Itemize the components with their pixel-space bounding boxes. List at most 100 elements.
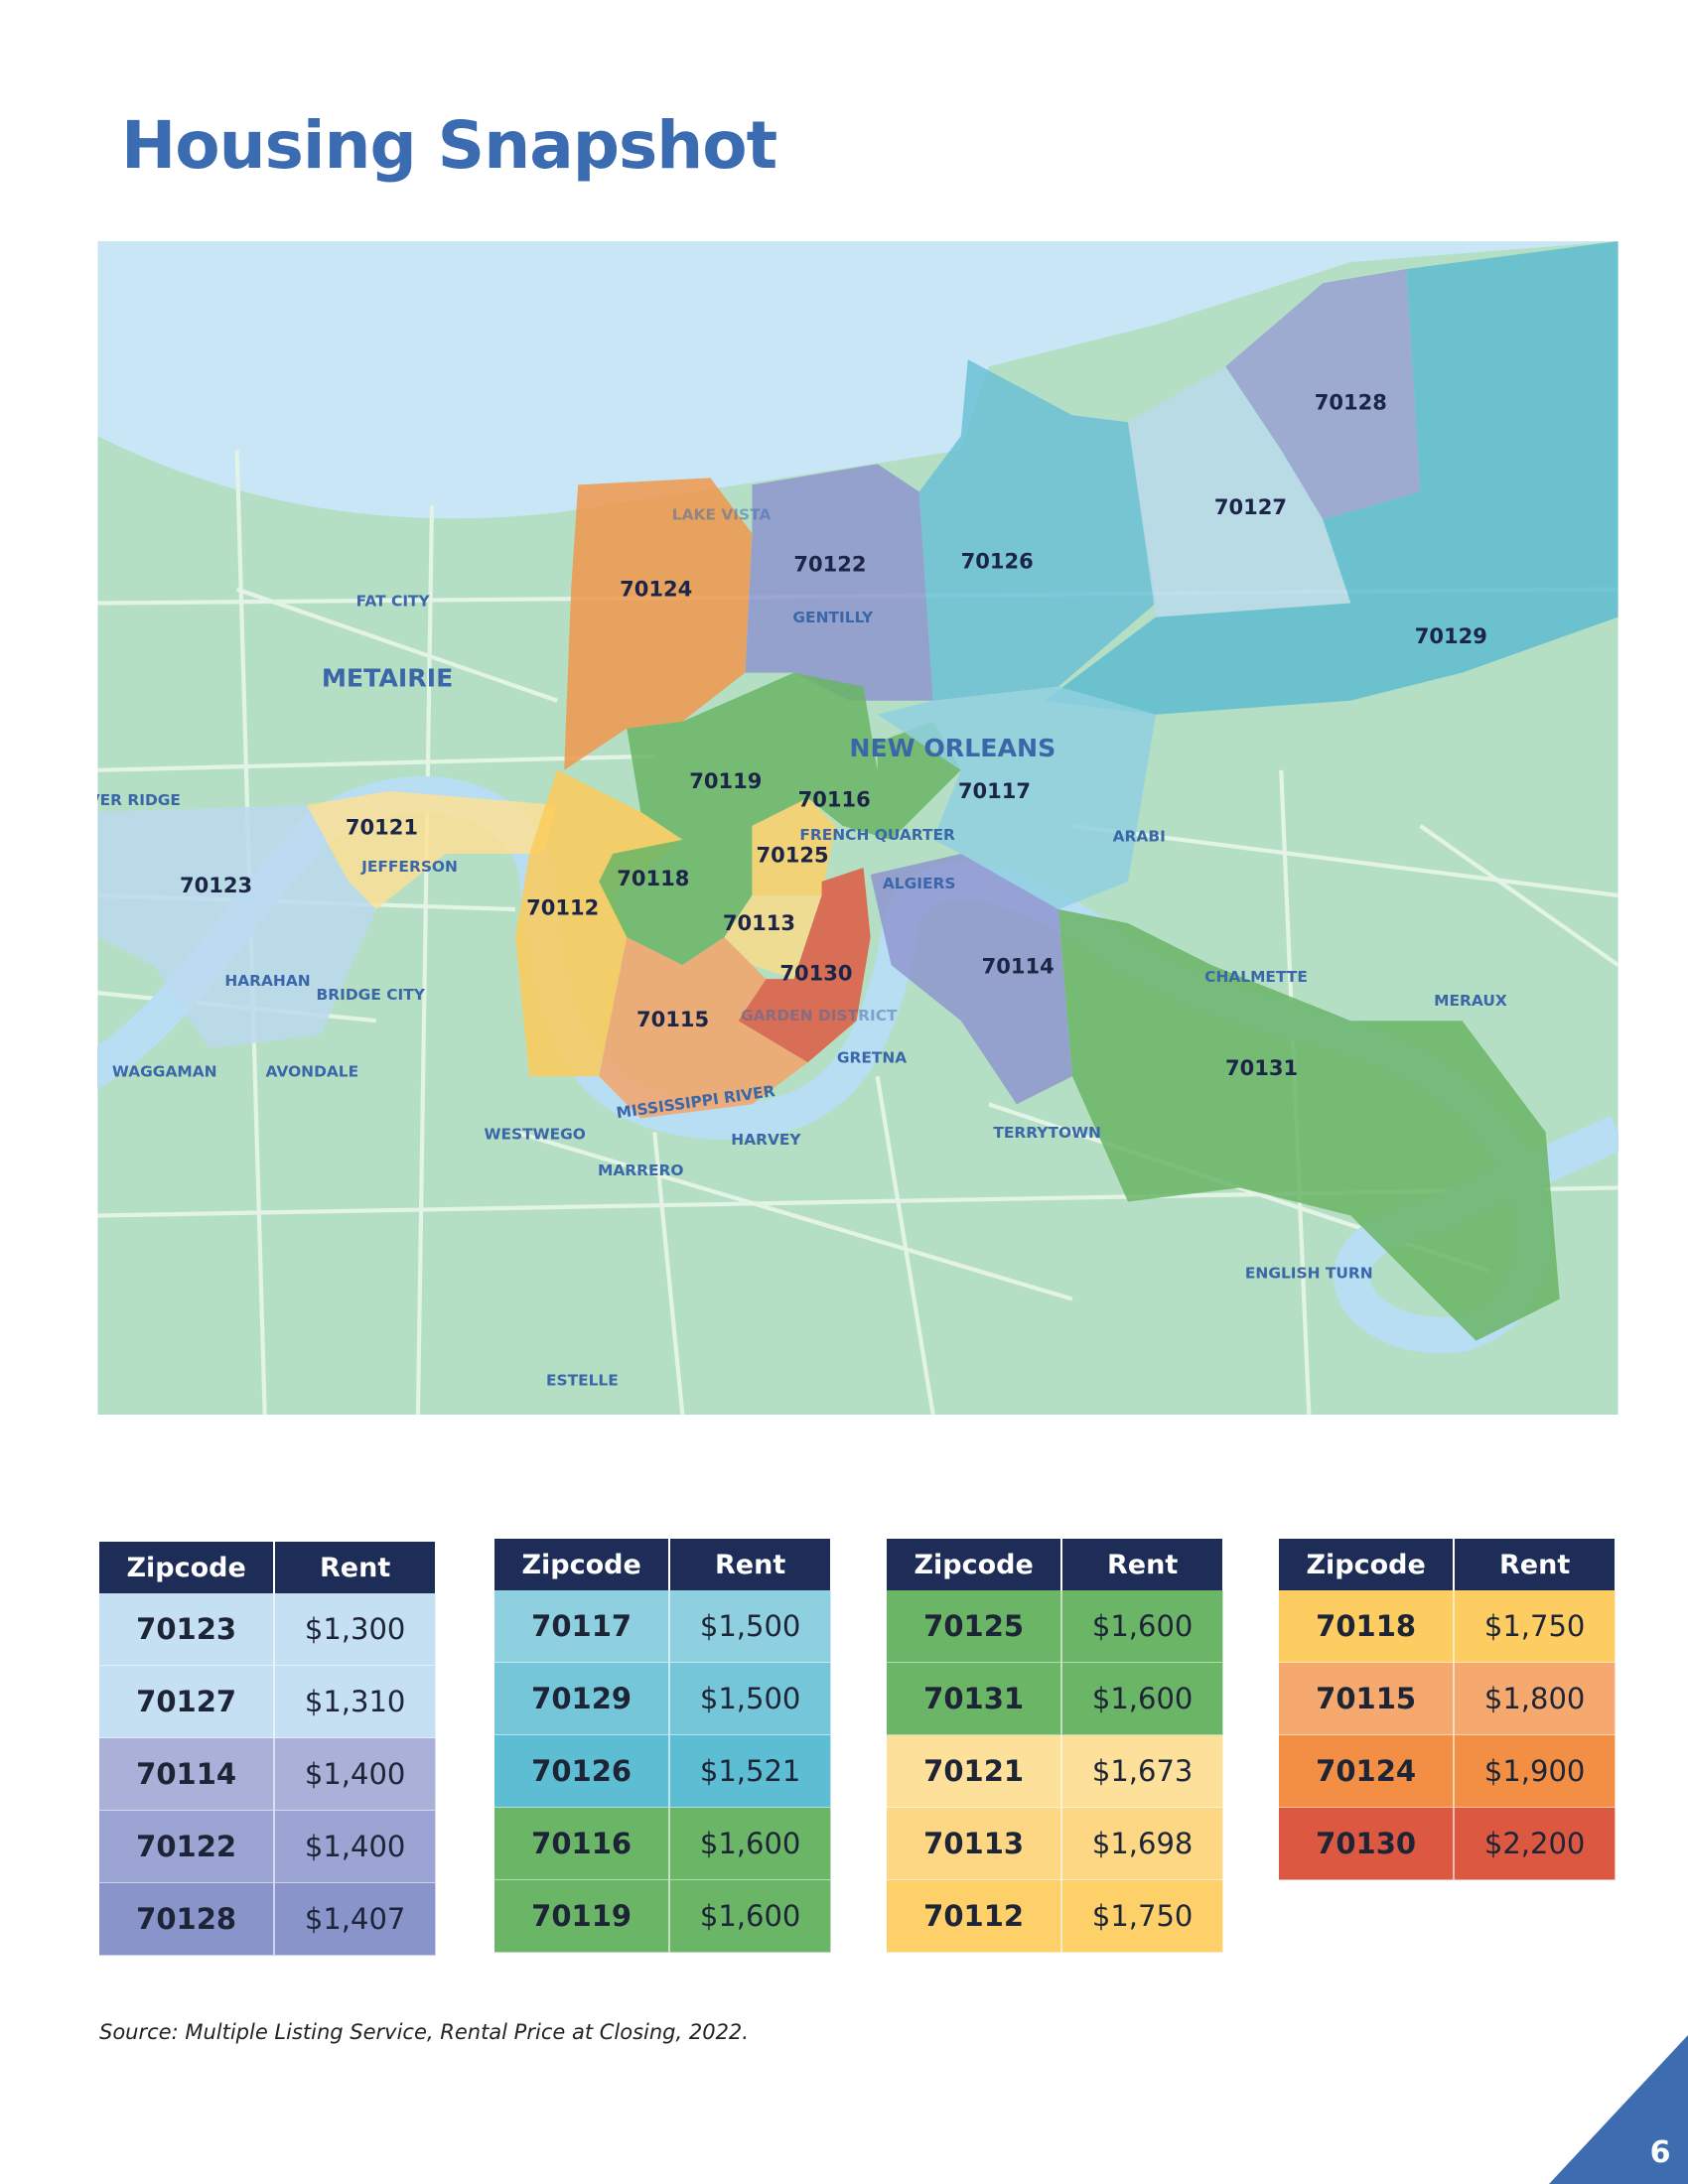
zip-region xyxy=(97,804,376,1049)
place-label: JEFFERSON xyxy=(360,858,458,876)
road xyxy=(875,1075,935,1415)
zip-label: 70127 xyxy=(1214,494,1287,519)
zip-label: 70122 xyxy=(793,551,866,576)
road xyxy=(1419,824,1618,967)
zipcode-cell: 70125 xyxy=(887,1590,1063,1663)
zip-region xyxy=(515,769,683,1077)
zip-region xyxy=(599,825,753,966)
column-header: Zipcode xyxy=(494,1539,671,1590)
table-row: 70122 $1,400 xyxy=(99,1810,437,1883)
zip-region xyxy=(745,464,933,701)
place-label: GENTILLY xyxy=(792,609,874,626)
place-label: MARRERO xyxy=(598,1161,683,1179)
place-label: LAKE VISTA xyxy=(672,505,772,523)
rent-table: Zipcode Rent 70118 $1,750 70115 $1,800 70124 $1… xyxy=(1279,1539,1617,1880)
place-label: TERRYTOWN xyxy=(993,1124,1101,1142)
zip-label: 70118 xyxy=(617,866,689,890)
rent-table: Zipcode Rent 70125 $1,600 70131 $1,600 70121 $1… xyxy=(887,1539,1224,1953)
zip-region xyxy=(877,686,1157,910)
column-header: Zipcode xyxy=(1279,1539,1456,1590)
zip-label: 70112 xyxy=(526,895,599,920)
table-row: 70130 $2,200 xyxy=(1279,1807,1617,1880)
place-label: BRIDGE CITY xyxy=(317,986,426,1004)
zip-region xyxy=(870,853,1072,1105)
corner-triangle xyxy=(1549,2035,1688,2184)
zip-label: 70114 xyxy=(982,954,1055,979)
rent-cell: $1,400 xyxy=(274,1737,437,1811)
zipcode-cell: 70130 xyxy=(1279,1807,1456,1880)
place-label: FAT CITY xyxy=(356,592,431,610)
page-title: Housing Snapshot xyxy=(121,107,777,184)
place-label: METAIRIE xyxy=(322,664,453,693)
zip-label: 70128 xyxy=(1315,390,1387,415)
zip-region xyxy=(1057,909,1560,1341)
header-row: Zipcode Rent xyxy=(494,1539,832,1590)
table-row: 70128 $1,407 xyxy=(99,1882,437,1956)
zip-label: 70131 xyxy=(1225,1055,1298,1080)
zipcode-cell: 70118 xyxy=(1279,1590,1456,1663)
header-row: Zipcode Rent xyxy=(1279,1539,1617,1590)
place-label: ESTELLE xyxy=(546,1372,619,1390)
zipcode-cell: 70127 xyxy=(99,1665,276,1738)
place-label: WESTWEGO xyxy=(485,1125,586,1143)
rent-cell: $1,800 xyxy=(1454,1662,1617,1735)
zip-labels: 70124 70122 70126 70128 70127 70129 70119 70116… xyxy=(180,390,1487,1080)
place-labels: FAT CITY METAIRIE NEW ORLEANS FRENCH QUARTE… xyxy=(97,505,1507,1389)
rent-cell: $2,200 xyxy=(1454,1807,1617,1880)
zipcode-cell: 70116 xyxy=(494,1807,671,1880)
road xyxy=(514,1130,1073,1301)
table-row: 70118 $1,750 xyxy=(1279,1590,1617,1663)
rent-cell: $1,698 xyxy=(1061,1807,1224,1880)
table-row: 70112 $1,750 xyxy=(887,1879,1224,1953)
zipcode-cell: 70131 xyxy=(887,1662,1063,1735)
rent-cell: $1,600 xyxy=(1061,1590,1224,1663)
zip-label: 70124 xyxy=(620,577,692,602)
rent-cell: $1,900 xyxy=(1454,1734,1617,1808)
table-row: 70113 $1,698 xyxy=(887,1807,1224,1880)
zip-region xyxy=(564,478,753,770)
page-number: 6 xyxy=(1650,2135,1671,2170)
zip-region xyxy=(627,672,878,840)
road xyxy=(235,587,558,703)
table-row: 70123 $1,300 xyxy=(99,1593,437,1666)
rent-cell: $1,600 xyxy=(1061,1662,1224,1735)
table-row: 70117 $1,500 xyxy=(494,1590,832,1663)
road xyxy=(97,753,655,772)
zip-label: 70115 xyxy=(636,1007,709,1031)
table-row: 70131 $1,600 xyxy=(887,1662,1224,1735)
column-header: Rent xyxy=(1061,1539,1224,1590)
zipcode-cell: 70121 xyxy=(887,1734,1063,1808)
map: FAT CITY METAIRIE NEW ORLEANS FRENCH QUARTE… xyxy=(97,241,1618,1415)
zip-region xyxy=(306,790,558,910)
place-label: MERAUX xyxy=(1434,992,1507,1010)
zipcode-cell: 70122 xyxy=(99,1810,276,1883)
zip-label: 70126 xyxy=(961,549,1034,574)
header-row: Zipcode Rent xyxy=(887,1539,1224,1590)
place-label: RIVER RIDGE xyxy=(97,791,181,809)
page-number-tab: 6 xyxy=(1549,2035,1688,2184)
table-row: 70119 $1,600 xyxy=(494,1879,832,1953)
table-row: 70126 $1,521 xyxy=(494,1734,832,1808)
rent-cell: $1,400 xyxy=(274,1810,437,1883)
column-header: Zipcode xyxy=(99,1542,276,1593)
zip-label: 70116 xyxy=(798,786,871,811)
header-row: Zipcode Rent xyxy=(99,1542,437,1593)
zip-region xyxy=(1225,269,1421,520)
rent-cell: $1,521 xyxy=(669,1734,832,1808)
place-label: WAGGAMAN xyxy=(112,1062,217,1080)
zipcode-cell: 70117 xyxy=(494,1590,671,1663)
zipcode-cell: 70113 xyxy=(887,1807,1063,1880)
zip-region xyxy=(599,937,808,1119)
place-label: FRENCH QUARTER xyxy=(799,826,955,844)
zip-region xyxy=(918,359,1157,701)
zipcode-cell: 70114 xyxy=(99,1737,276,1811)
table-row: 70124 $1,900 xyxy=(1279,1734,1617,1808)
place-label: AVONDALE xyxy=(266,1062,359,1080)
rent-cell: $1,407 xyxy=(274,1882,437,1956)
zipcode-cell: 70126 xyxy=(494,1734,671,1808)
zip-regions xyxy=(97,241,1618,1341)
zip-label: 70121 xyxy=(346,814,418,839)
table-row: 70127 $1,310 xyxy=(99,1665,437,1738)
place-label: CHALMETTE xyxy=(1204,968,1308,986)
zip-label: 70117 xyxy=(958,778,1031,803)
